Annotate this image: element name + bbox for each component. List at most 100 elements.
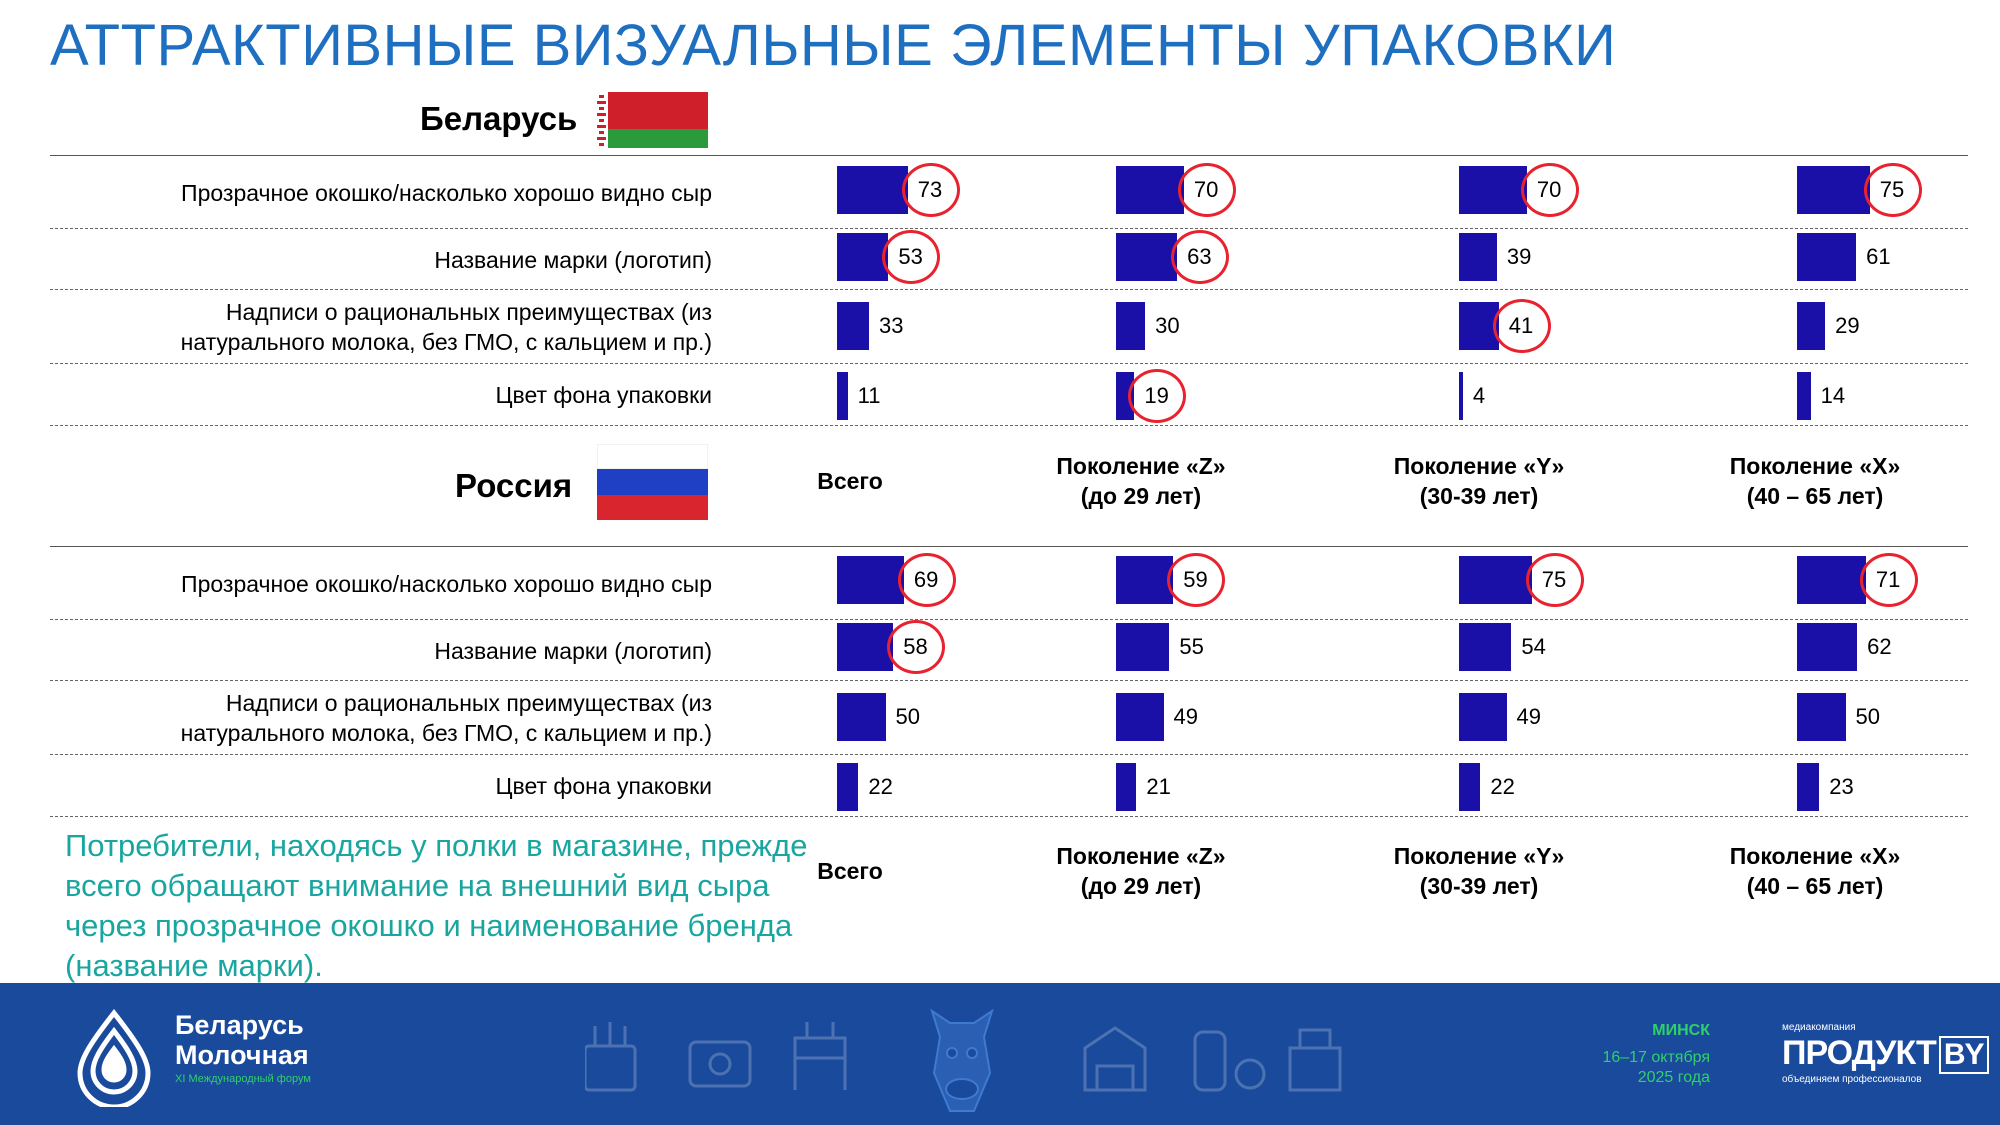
milk-drop-logo-icon (77, 1008, 151, 1107)
bar-value-label: 54 (1521, 634, 1546, 659)
cow-mascot-icon (930, 1008, 994, 1112)
separator-line (50, 425, 1968, 426)
bar (837, 302, 869, 350)
bar (837, 693, 886, 741)
belarus-flag (595, 92, 708, 148)
forum-subtitle: XI Международный форум (175, 1073, 311, 1085)
bar (1797, 693, 1846, 741)
column-header-gen-x: Поколение «X» (40 – 65 лет) (1729, 453, 1901, 509)
bar-value-label: 22 (1490, 774, 1515, 799)
bar (1459, 763, 1481, 811)
highlight-circle (1177, 163, 1236, 217)
bar (1459, 556, 1532, 604)
bar (837, 372, 848, 420)
bar (1459, 372, 1463, 420)
row-label: Надписи о рациональных преимуществах (из… (180, 299, 712, 355)
bar-value-label: 55 (1179, 634, 1204, 659)
event-city: МИНСК (1652, 1022, 1710, 1039)
conclusion-note: Потребители, находясь у полки в магазине… (65, 828, 808, 983)
column-header-gen-x: Поколение «X» (40 – 65 лет) (1729, 843, 1901, 899)
column-header-gen-y: Поколение «Y» (30-39 лет) (1393, 453, 1565, 509)
bar (1116, 623, 1170, 671)
separator-line (50, 228, 1968, 229)
bar (1116, 556, 1174, 604)
separator-line (50, 546, 1968, 547)
media-company-label: медиакомпания (1782, 1022, 1856, 1033)
slide-title: АТТРАКТИВНЫЕ ВИЗУАЛЬНЫЕ ЭЛЕМЕНТЫ УПАКОВК… (50, 13, 1617, 78)
bar-value-label: 61 (1866, 244, 1891, 269)
bar-value-label: 49 (1173, 704, 1198, 729)
footer-bar (0, 983, 2000, 1125)
bar-value-label: 30 (1155, 313, 1180, 338)
event-dates: 16–17 октября 2025 года (1602, 1049, 1710, 1086)
bar (837, 763, 859, 811)
separator-line (50, 816, 1968, 817)
column-header-total: Всего (817, 468, 883, 494)
russia-flag (597, 444, 708, 520)
country-label-belarus: Беларусь (420, 100, 578, 137)
highlight-circle (1167, 553, 1226, 607)
highlight-circle (1525, 553, 1584, 607)
highlight-circle (1859, 553, 1918, 607)
bar (1797, 556, 1866, 604)
bar (1459, 693, 1507, 741)
bar (837, 556, 904, 604)
bar (1459, 623, 1512, 671)
bar (1116, 693, 1164, 741)
bar (1797, 302, 1826, 350)
decorative-dairy-icons (585, 1022, 1342, 1092)
bar-value-label: 4 (1472, 383, 1486, 408)
produkt-by-logo: ПРОДУКТ BY (1782, 1034, 1989, 1074)
column-header-gen-y: Поколение «Y» (30-39 лет) (1393, 843, 1565, 899)
bar (837, 166, 908, 214)
row-label: Название марки (логотип) (434, 638, 712, 664)
separator-line (50, 289, 1968, 290)
highlight-circle (1128, 369, 1187, 423)
row-label: Цвет фона упаковки (495, 382, 712, 408)
bar (1459, 166, 1527, 214)
bar-value-label: 50 (895, 704, 920, 729)
separator-line (50, 619, 1968, 620)
bar (1459, 233, 1497, 281)
bar (837, 623, 894, 671)
bar-value-label: 33 (879, 313, 904, 338)
bar (1797, 372, 1811, 420)
forum-brand-name: Беларусь Молочная (175, 1010, 309, 1070)
column-header-total: Всего (817, 858, 883, 884)
bar (1116, 302, 1146, 350)
highlight-circle (897, 553, 956, 607)
bar (1797, 623, 1858, 671)
highlight-circle (887, 620, 946, 674)
row-label: Цвет фона упаковки (495, 773, 712, 799)
highlight-circle (1492, 299, 1551, 353)
country-label-russia: Россия (455, 467, 573, 504)
bar (1116, 166, 1184, 214)
bar-value-label: 62 (1867, 634, 1892, 659)
bar-value-label: 14 (1820, 383, 1846, 408)
bar (837, 233, 889, 281)
bar (1797, 233, 1857, 281)
row-label: Название марки (логотип) (434, 247, 712, 273)
separator-line (50, 680, 1968, 681)
bar-value-label: 21 (1146, 774, 1171, 799)
highlight-circle (1863, 163, 1922, 217)
bar-value-label: 11 (857, 383, 881, 408)
company-tagline: объединяем профессионалов (1782, 1074, 1922, 1085)
bar (1797, 166, 1870, 214)
bar (1459, 302, 1499, 350)
separator-line (50, 754, 1968, 755)
bar-value-label: 49 (1516, 704, 1541, 729)
bar (1116, 233, 1178, 281)
highlight-circle (882, 230, 941, 284)
highlight-circle (1520, 163, 1579, 217)
bar-value-label: 22 (868, 774, 893, 799)
separator-line (50, 363, 1968, 364)
bar (1116, 763, 1137, 811)
bar-value-label: 50 (1855, 704, 1880, 729)
separator-line (50, 155, 1968, 156)
bar-value-label: 29 (1835, 313, 1860, 338)
bar (1797, 763, 1820, 811)
row-label: Прозрачное окошко/насколько хорошо видно… (181, 180, 712, 206)
row-label: Прозрачное окошко/насколько хорошо видно… (181, 571, 712, 597)
bar-value-label: 23 (1829, 774, 1854, 799)
